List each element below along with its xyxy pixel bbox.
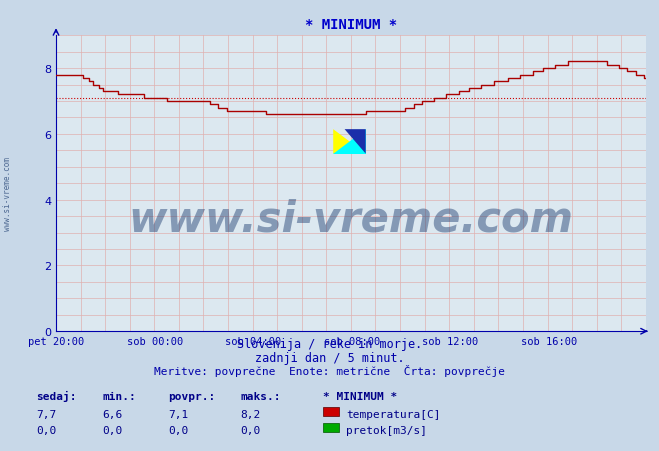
Polygon shape xyxy=(345,130,366,154)
Text: 0,0: 0,0 xyxy=(102,425,123,435)
Title: * MINIMUM *: * MINIMUM * xyxy=(305,18,397,32)
Text: maks.:: maks.: xyxy=(241,391,281,401)
Text: www.si-vreme.com: www.si-vreme.com xyxy=(129,198,573,240)
Text: Slovenija / reke in morje.: Slovenija / reke in morje. xyxy=(237,337,422,350)
Polygon shape xyxy=(333,130,366,154)
Text: Meritve: povprečne  Enote: metrične  Črta: povprečje: Meritve: povprečne Enote: metrične Črta:… xyxy=(154,364,505,376)
Text: 6,6: 6,6 xyxy=(102,409,123,419)
Text: 0,0: 0,0 xyxy=(168,425,188,435)
Text: 7,1: 7,1 xyxy=(168,409,188,419)
Text: zadnji dan / 5 minut.: zadnji dan / 5 minut. xyxy=(254,351,405,364)
Text: 8,2: 8,2 xyxy=(241,409,261,419)
Text: 7,7: 7,7 xyxy=(36,409,57,419)
Text: sedaj:: sedaj: xyxy=(36,390,76,401)
Text: min.:: min.: xyxy=(102,391,136,401)
Text: povpr.:: povpr.: xyxy=(168,391,215,401)
Text: 0,0: 0,0 xyxy=(36,425,57,435)
Text: 0,0: 0,0 xyxy=(241,425,261,435)
Polygon shape xyxy=(333,130,366,154)
Text: pretok[m3/s]: pretok[m3/s] xyxy=(346,425,427,435)
Text: www.si-vreme.com: www.si-vreme.com xyxy=(3,157,13,231)
Text: temperatura[C]: temperatura[C] xyxy=(346,409,440,419)
Text: * MINIMUM *: * MINIMUM * xyxy=(323,391,397,401)
